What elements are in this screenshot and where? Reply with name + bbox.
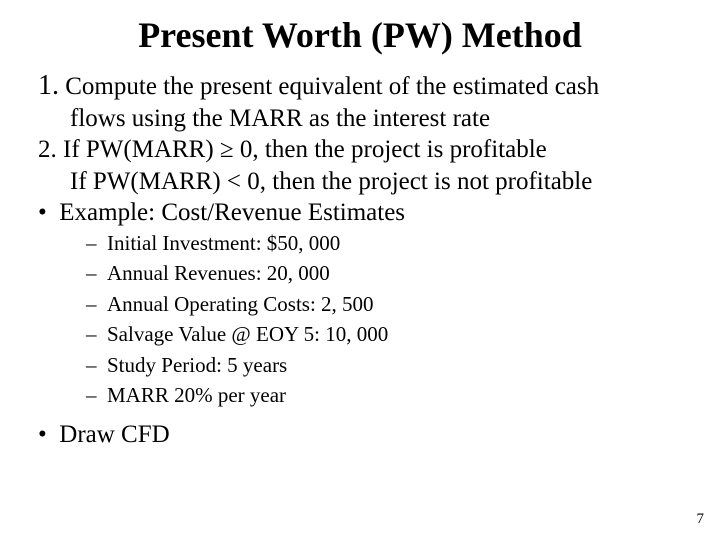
- sublist-item: – Initial Investment: $50, 000: [86, 228, 690, 258]
- list-item-draw: • Draw CFD: [38, 419, 690, 450]
- sublist-item: – MARR 20% per year: [86, 380, 690, 410]
- dash-icon: –: [86, 322, 107, 346]
- bullet-icon: •: [38, 199, 59, 226]
- bullet-icon: •: [38, 421, 59, 448]
- list-text: Annual Operating Costs: 2, 500: [107, 292, 374, 316]
- list-text: MARR 20% per year: [107, 383, 286, 407]
- list-item-example: • Example: Cost/Revenue Estimates: [38, 197, 690, 228]
- slide: Present Worth (PW) Method 1. Compute the…: [0, 0, 720, 540]
- dash-icon: –: [86, 261, 107, 285]
- list-text: Draw CFD: [59, 421, 169, 448]
- list-item-1: 1. Compute the present equivalent of the…: [38, 68, 690, 103]
- list-item-2b: If PW(MARR) < 0, then the project is not…: [70, 166, 690, 197]
- dash-icon: –: [86, 292, 107, 316]
- dash-icon: –: [86, 231, 107, 255]
- list-marker: 1.: [38, 70, 59, 101]
- sublist-item: – Salvage Value @ EOY 5: 10, 000: [86, 319, 690, 349]
- list-text: Study Period: 5 years: [107, 353, 287, 377]
- list-item-1-cont: flows using the MARR as the interest rat…: [70, 103, 690, 134]
- list-text: Salvage Value @ EOY 5: 10, 000: [107, 322, 388, 346]
- list-marker: 2.: [38, 136, 57, 163]
- list-text: Compute the present equivalent of the es…: [65, 73, 599, 100]
- page-number: 7: [697, 511, 705, 528]
- list-item-2: 2. If PW(MARR) ≥ 0, then the project is …: [38, 134, 690, 165]
- list-text: Initial Investment: $50, 000: [107, 231, 340, 255]
- list-text: Annual Revenues: 20, 000: [107, 261, 330, 285]
- list-text: Example: Cost/Revenue Estimates: [59, 199, 405, 226]
- dash-icon: –: [86, 383, 107, 407]
- sublist-item: – Annual Revenues: 20, 000: [86, 258, 690, 288]
- list-text: If PW(MARR) ≥ 0, then the project is pro…: [63, 136, 547, 163]
- page-title: Present Worth (PW) Method: [30, 14, 690, 56]
- sublist-item: – Annual Operating Costs: 2, 500: [86, 289, 690, 319]
- sublist-item: – Study Period: 5 years: [86, 350, 690, 380]
- dash-icon: –: [86, 353, 107, 377]
